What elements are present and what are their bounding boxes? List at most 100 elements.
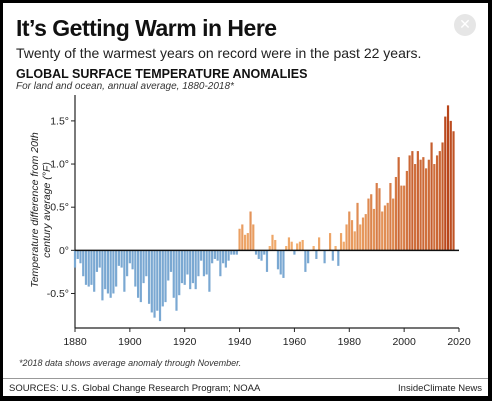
bar-1940 (238, 228, 241, 251)
bar-1993 (383, 205, 387, 251)
bar-1971 (323, 250, 326, 264)
chart-title: GLOBAL SURFACE TEMPERATURE ANOMALIES (16, 67, 308, 81)
bar-1906 (145, 250, 148, 277)
bar-1886 (90, 250, 93, 285)
bar-1931 (213, 250, 216, 259)
bar-1998 (397, 157, 400, 251)
x-tick-label: 1900 (118, 336, 142, 348)
sources: SOURCES: U.S. Global Change Research Pro… (9, 383, 261, 394)
bar-1962 (298, 241, 302, 251)
bar-1892 (106, 250, 110, 294)
bar-1983 (356, 202, 359, 251)
x-tick-label: 1960 (283, 336, 307, 348)
bar-1915 (169, 250, 173, 272)
y-tick-label: -0.5° (47, 288, 69, 300)
bar-1989 (372, 208, 376, 251)
bar-1885 (87, 250, 90, 287)
bar-1910 (156, 250, 159, 311)
bar-1979 (345, 224, 348, 251)
bar-1997 (394, 176, 398, 251)
y-tick-label: 0.5° (50, 202, 69, 214)
bar-1935 (224, 250, 227, 268)
bar-1999 (400, 185, 403, 251)
bar-1986 (364, 214, 367, 251)
bar-1926 (200, 250, 203, 261)
bar-1903 (136, 250, 140, 298)
bar-2013 (438, 151, 441, 251)
bar-2014 (441, 142, 444, 251)
bar-1990 (375, 183, 378, 251)
bar-1921 (186, 250, 189, 275)
close-icon[interactable]: ✕ (454, 14, 476, 36)
bar-1927 (202, 250, 206, 277)
bar-1904 (139, 250, 142, 303)
bar-1952 (271, 234, 274, 251)
infographic-card: ✕ It’s Getting Warm in Here Twenty of th… (3, 3, 488, 396)
bar-1901 (131, 250, 134, 270)
bar-1965 (307, 250, 310, 264)
bar-1889 (98, 250, 101, 268)
bar-1902 (134, 250, 137, 287)
bar-1980 (348, 211, 351, 251)
bar-1882 (79, 250, 82, 264)
bar-2007 (422, 157, 425, 251)
bar-1918 (178, 250, 181, 296)
bar-1933 (219, 250, 222, 277)
bar-2008 (424, 168, 428, 251)
bar-1888 (95, 250, 99, 272)
bar-2003 (411, 151, 414, 251)
bar-1967 (312, 246, 315, 251)
bar-2001 (405, 170, 408, 251)
bar-2002 (408, 155, 411, 251)
bar-1938 (232, 250, 236, 255)
bar-1964 (304, 250, 307, 272)
bar-1891 (104, 250, 107, 290)
bar-1942 (243, 234, 247, 251)
bar-2018 (452, 131, 455, 251)
bar-1907 (147, 250, 151, 304)
bar-1939 (235, 250, 238, 255)
bar-1948 (260, 250, 263, 261)
bar-1905 (142, 250, 145, 284)
bar-1969 (318, 237, 321, 251)
bar-1925 (197, 250, 200, 277)
temperature-bar-chart: -0.5° 0° 0.5° 1.0° 1.5° 1880 1900 1920 1940 1960 1… (47, 95, 471, 348)
bar-1909 (153, 250, 156, 318)
bar-2017 (449, 120, 452, 251)
bar-1897 (120, 250, 123, 268)
footnote: *2018 data shows average anomaly through… (19, 358, 242, 368)
bar-2012 (435, 155, 439, 251)
bar-1930 (211, 250, 214, 264)
bar-1947 (257, 250, 260, 259)
bar-1994 (386, 202, 389, 251)
bar-2010 (430, 142, 433, 251)
bar-1978 (342, 241, 345, 251)
bar-1954 (276, 250, 280, 270)
x-tick-label: 1880 (63, 336, 87, 348)
bar-1976 (337, 250, 340, 266)
bar-1946 (254, 250, 258, 255)
bar-1996 (392, 198, 395, 251)
y-tick-label: 1.0° (50, 159, 69, 171)
bar-1944 (249, 211, 252, 251)
bar-2006 (419, 159, 422, 251)
bar-1912 (161, 250, 164, 307)
bar-1973 (328, 233, 332, 251)
bar-1963 (301, 239, 304, 251)
bar-1895 (115, 250, 118, 287)
bar-1932 (216, 250, 219, 261)
bar-1908 (150, 250, 153, 313)
x-tick-label: 1940 (228, 336, 252, 348)
bar-1984 (359, 224, 362, 251)
bar-1883 (82, 250, 85, 277)
divider (3, 378, 488, 379)
bar-1936 (227, 250, 230, 261)
page-title: It’s Getting Warm in Here (16, 15, 277, 41)
bar-1900 (128, 250, 131, 264)
bar-2009 (427, 159, 430, 251)
bar-1961 (296, 243, 299, 251)
bar-1943 (246, 233, 249, 251)
bar-2011 (433, 164, 436, 251)
credit: InsideClimate News (398, 383, 482, 394)
bar-2000 (403, 185, 406, 251)
